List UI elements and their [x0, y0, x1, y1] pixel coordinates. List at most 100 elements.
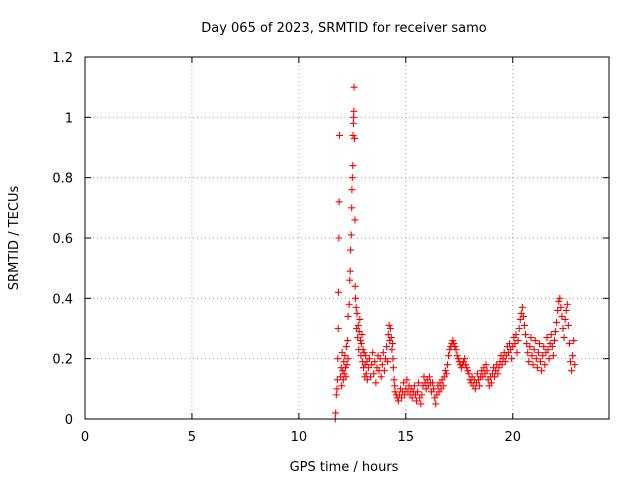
data-point — [552, 328, 560, 336]
data-point — [535, 340, 543, 348]
x-tick-labels: 0 5 10 15 20 — [81, 430, 521, 445]
data-point — [418, 391, 426, 399]
data-point — [465, 370, 473, 378]
data-point — [554, 306, 562, 314]
data-point — [556, 294, 564, 302]
chart-title: Day 065 of 2023, SRMTID for receiver sam… — [201, 21, 487, 36]
data-point — [370, 370, 378, 378]
data-point — [348, 174, 356, 182]
data-point — [515, 325, 523, 332]
data-point — [442, 370, 450, 378]
data-point — [526, 343, 534, 351]
data-point — [347, 246, 355, 254]
data-point — [473, 370, 481, 378]
data-point — [403, 376, 411, 384]
data-point — [441, 367, 449, 375]
y-tick-label: 1.2 — [52, 51, 73, 66]
data-point — [394, 397, 402, 405]
data-point — [570, 337, 578, 345]
data-point — [335, 198, 343, 206]
data-point — [344, 337, 352, 345]
data-point — [354, 321, 362, 329]
data-point — [547, 331, 555, 339]
data-point — [432, 400, 440, 408]
data-point — [345, 300, 353, 308]
data-point — [379, 349, 387, 357]
y-tick-label: 1 — [65, 111, 73, 126]
data-point — [543, 334, 551, 342]
data-point — [332, 391, 340, 399]
data-point — [430, 385, 438, 393]
data-point — [518, 303, 526, 311]
data-point — [358, 331, 366, 339]
data-point — [372, 379, 380, 387]
data-point — [569, 352, 577, 360]
data-point — [446, 346, 454, 354]
y-tick-label: 0.8 — [52, 172, 73, 187]
y-axis-label: SRMTID / TECUs — [7, 186, 22, 291]
data-point — [353, 309, 361, 317]
data-point — [557, 303, 565, 311]
data-point — [351, 282, 359, 290]
data-point — [561, 315, 569, 323]
data-point — [408, 394, 416, 402]
data-point — [346, 276, 354, 284]
data-point — [528, 352, 536, 360]
data-point — [410, 382, 418, 390]
data-point — [534, 349, 542, 357]
data-point — [334, 288, 342, 296]
data-point — [531, 337, 539, 345]
x-axis-label: GPS time / hours — [290, 460, 399, 475]
data-point — [365, 355, 373, 363]
y-tick-label: 0.4 — [52, 292, 73, 307]
data-point — [350, 113, 358, 121]
data-point — [483, 367, 491, 375]
data-point — [352, 303, 360, 311]
data-point — [350, 83, 358, 91]
data-point — [562, 306, 570, 314]
data-point — [501, 358, 509, 366]
data-point — [362, 352, 370, 360]
data-point — [544, 346, 552, 354]
data-point — [344, 355, 352, 363]
data-point — [454, 355, 462, 363]
data-point — [453, 352, 461, 360]
data-point — [388, 346, 396, 354]
data-point — [498, 361, 506, 369]
data-point — [389, 364, 397, 372]
data-point — [439, 382, 447, 390]
data-point — [539, 352, 547, 360]
data-point — [417, 400, 425, 408]
data-point — [391, 388, 399, 396]
grid-lines — [85, 57, 609, 419]
x-tick-label: 5 — [188, 430, 196, 445]
data-point — [348, 204, 356, 212]
data-point — [533, 364, 541, 372]
data-point — [333, 376, 341, 384]
data-point — [389, 340, 397, 348]
data-point — [391, 382, 399, 390]
data-point — [334, 325, 342, 332]
data-point — [338, 382, 346, 390]
x-tick-label: 10 — [291, 430, 308, 445]
data-point — [350, 107, 358, 115]
data-point — [371, 358, 379, 366]
data-point — [340, 370, 348, 378]
data-point — [559, 325, 567, 332]
data-point — [461, 355, 469, 363]
data-point — [451, 343, 459, 351]
x-tick-label: 20 — [504, 430, 521, 445]
data-point — [519, 312, 527, 320]
data-point — [400, 379, 408, 387]
data-point — [398, 394, 406, 402]
data-point — [386, 325, 394, 332]
y-tick-label: 0 — [65, 413, 73, 428]
data-point — [415, 379, 423, 387]
data-point — [565, 340, 573, 348]
data-point — [541, 361, 549, 369]
data-point — [538, 367, 546, 375]
data-point — [348, 186, 356, 194]
y-tick-label: 0.6 — [52, 232, 73, 247]
data-point — [529, 361, 537, 369]
data-point — [555, 297, 563, 305]
